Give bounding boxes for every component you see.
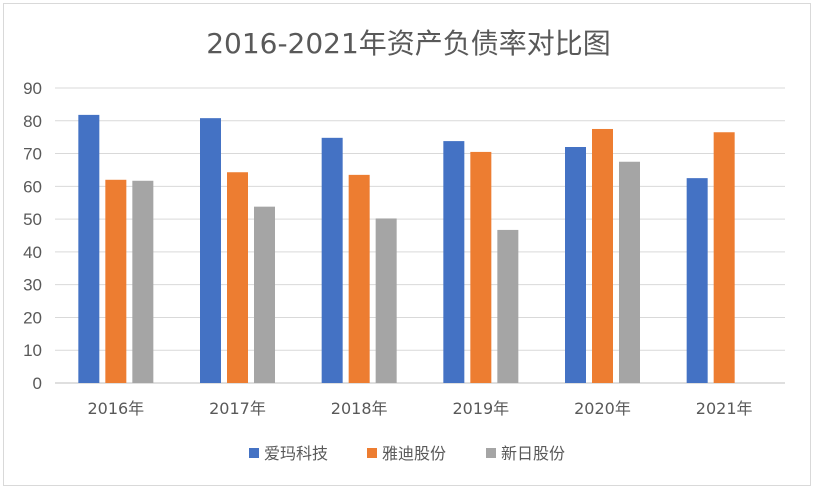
- x-tick-label: 2019年: [452, 399, 509, 418]
- y-tick-label: 20: [23, 308, 42, 327]
- y-tick-label: 30: [23, 276, 42, 295]
- gridlines: [55, 87, 785, 384]
- bar-2-2: [375, 218, 397, 383]
- x-axis: 2016年 2017年 2018年 2019年 2020年 2021年: [87, 399, 752, 418]
- bar-0-1: [200, 118, 221, 384]
- bar-2-1: [254, 206, 275, 383]
- y-tick-label: 90: [23, 79, 42, 98]
- legend-swatch-0: [249, 448, 259, 458]
- bar-1-4: [592, 128, 613, 383]
- bar-2-3: [497, 229, 519, 383]
- legend-label-1: 雅迪股份: [382, 444, 446, 463]
- bar-0-3: [443, 141, 465, 383]
- bars: [78, 114, 735, 384]
- bar-1-3: [470, 151, 492, 383]
- bar-0-4: [565, 147, 586, 383]
- x-tick-label: 2021年: [696, 399, 753, 418]
- y-tick-label: 80: [23, 112, 42, 131]
- x-tick-label: 2018年: [331, 399, 388, 418]
- x-tick-label: 2016年: [87, 399, 144, 418]
- y-tick-label: 40: [23, 243, 42, 262]
- legend-swatch-2: [486, 448, 496, 458]
- bar-1-0: [105, 179, 127, 383]
- bar-1-5: [713, 132, 735, 383]
- legend: 爱玛科技 雅迪股份 新日股份: [249, 444, 565, 463]
- y-tick-label: 60: [23, 177, 42, 196]
- bar-0-5: [686, 178, 708, 383]
- y-tick-label: 0: [33, 374, 42, 393]
- chart-title: 2016-2021年资产负债率对比图: [206, 27, 611, 60]
- legend-label-0: 爱玛科技: [264, 444, 328, 463]
- x-tick-label: 2017年: [209, 399, 266, 418]
- y-tick-label: 70: [23, 145, 42, 164]
- bar-2-4: [619, 161, 640, 383]
- y-tick-label: 50: [23, 210, 42, 229]
- y-axis: 0 10 20 30 40 50 60 70 80 90: [23, 79, 42, 393]
- x-tick-label: 2020年: [574, 399, 631, 418]
- bar-2-0: [132, 180, 154, 383]
- bar-1-1: [227, 172, 248, 383]
- legend-swatch-1: [367, 448, 377, 458]
- bar-0-2: [321, 137, 343, 383]
- bar-0-0: [78, 114, 100, 383]
- legend-label-2: 新日股份: [501, 444, 565, 463]
- bar-1-2: [348, 174, 370, 383]
- y-tick-label: 10: [23, 341, 42, 360]
